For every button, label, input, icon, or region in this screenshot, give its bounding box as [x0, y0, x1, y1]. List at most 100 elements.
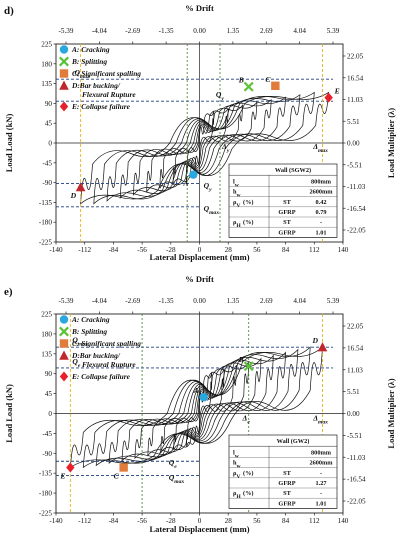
x-tick-label: 28	[225, 246, 233, 254]
legend-marker	[59, 339, 69, 348]
point-label: D	[312, 336, 319, 345]
table-symbol-main: ρ	[233, 490, 237, 497]
legend-marker	[59, 101, 69, 112]
table-symbol: ρV	[233, 470, 240, 480]
table-col2: ST	[283, 219, 292, 226]
top-tick-label: -1.35	[159, 27, 174, 35]
point-label: B	[238, 76, 244, 85]
y-axis-title: Load Load (kN)	[4, 114, 14, 173]
point-label: E	[334, 87, 340, 96]
y-tick-label: -135	[39, 199, 53, 207]
x-tick-label: 140	[338, 517, 349, 525]
legend-marker	[59, 56, 69, 67]
y-tick-label: -135	[39, 470, 53, 478]
x-tick-label: 28	[225, 517, 233, 525]
legend-marker	[59, 315, 69, 324]
point-E	[66, 462, 75, 473]
point-D	[317, 342, 328, 352]
hysteresis-loops	[69, 346, 323, 469]
table-value: 1.01	[315, 500, 326, 507]
y-tick-label: 225	[41, 311, 52, 319]
y-tick-label: 45	[45, 390, 53, 398]
annotation-3-sub: max	[318, 148, 328, 154]
annotation-1-sub: e	[78, 363, 81, 369]
y-tick-label: 90	[45, 100, 53, 108]
hysteresis-loop	[69, 346, 323, 469]
y-tick-label: -45	[42, 159, 52, 167]
table-symbol-sub: H	[236, 223, 241, 229]
legend-label: D:Bar bucking/	[71, 81, 121, 90]
table-value: 2600mm	[309, 189, 333, 196]
table-symbol-sub: w	[235, 453, 240, 459]
legend-label: B: Splitting	[71, 327, 107, 336]
top-tick-label: 1.35	[227, 297, 240, 305]
table-value: 0.79	[315, 209, 326, 216]
table-value: -	[320, 490, 322, 497]
table-symbol: ρV	[233, 199, 240, 209]
right-tick-label: 0.00	[347, 140, 360, 148]
chart-panel-1: e) -140 -112 -84 -56 -28 0 28 56 84 112 140 225 180 13…	[4, 274, 396, 534]
annotation-5-main: Q	[204, 204, 210, 213]
annotation-0: Qmax	[72, 336, 88, 348]
legend: A: Cracking B: Splitting C: Significant sp…	[59, 315, 141, 382]
hysteresis-loop	[82, 346, 311, 469]
right-tick-label: -11.03	[347, 454, 366, 462]
legend-marker	[59, 45, 69, 54]
top-tick-label: 0.00	[193, 297, 206, 305]
hysteresis-loop	[186, 372, 213, 448]
table-unit: (%)	[243, 490, 254, 497]
annotation-2-sub: e	[247, 420, 250, 426]
x-tick-label: 112	[309, 246, 320, 254]
hysteresis-loop	[80, 91, 330, 205]
annotation-2-main: Δ	[242, 414, 248, 423]
annotation-0-main: Q	[74, 68, 80, 77]
annotation-0-main: Q	[72, 336, 78, 345]
table-symbol: ρH	[233, 219, 241, 229]
panel-label: d)	[4, 5, 14, 17]
y-tick-label: -90	[42, 179, 52, 187]
right-tick-label: 16.54	[347, 344, 364, 352]
x-tick-label: -140	[49, 517, 63, 525]
right-tick-label: 22.05	[347, 323, 364, 331]
y-tick-label: 135	[41, 350, 52, 358]
annotation-1-main: Q	[216, 90, 222, 99]
point-A	[189, 170, 198, 179]
right-tick-label: 22.05	[347, 53, 364, 61]
top-tick-label: 2.69	[260, 27, 273, 35]
legend-marker	[59, 350, 69, 360]
table-symbol-main: ρ	[233, 219, 237, 226]
panel-label: e)	[4, 286, 13, 298]
hysteresis-loop	[121, 354, 274, 462]
table-col2: ST	[283, 490, 292, 497]
legend-label: B: Splitting	[71, 57, 107, 66]
table-col2: GFRP	[278, 209, 295, 216]
annotation-2: Δy	[221, 142, 230, 154]
table-value: -	[320, 219, 322, 226]
right-tick-label: -11.03	[347, 183, 366, 191]
top-tick-label: 5.39	[327, 27, 340, 35]
annotation-0-sub: max	[78, 342, 88, 348]
top-axis-title: % Drift	[185, 3, 214, 13]
table-col2: ST	[283, 199, 292, 206]
top-tick-label: 4.04	[293, 297, 306, 305]
annotation-2-main: Δ	[221, 142, 227, 151]
point-label: E	[59, 471, 65, 480]
x-tick-label: 84	[282, 517, 290, 525]
table-col2: GFRP	[278, 480, 295, 487]
annotation-3: Δmax	[312, 142, 328, 154]
y-tick-label: -180	[39, 219, 53, 227]
point-C	[271, 81, 280, 90]
annotation-3: Δmax	[312, 414, 328, 426]
x-tick-label: -112	[78, 246, 91, 254]
y-tick-label: -180	[39, 490, 53, 498]
right-tick-label: -16.54	[347, 205, 366, 213]
table-value: -	[320, 470, 322, 477]
top-tick-label: 1.35	[227, 27, 240, 35]
table-symbol: ρH	[233, 490, 241, 500]
right-tick-label: -5.51	[347, 161, 362, 169]
y2-axis-title: Load Multiplier (λ)	[386, 108, 396, 178]
point-label: A	[193, 386, 199, 395]
